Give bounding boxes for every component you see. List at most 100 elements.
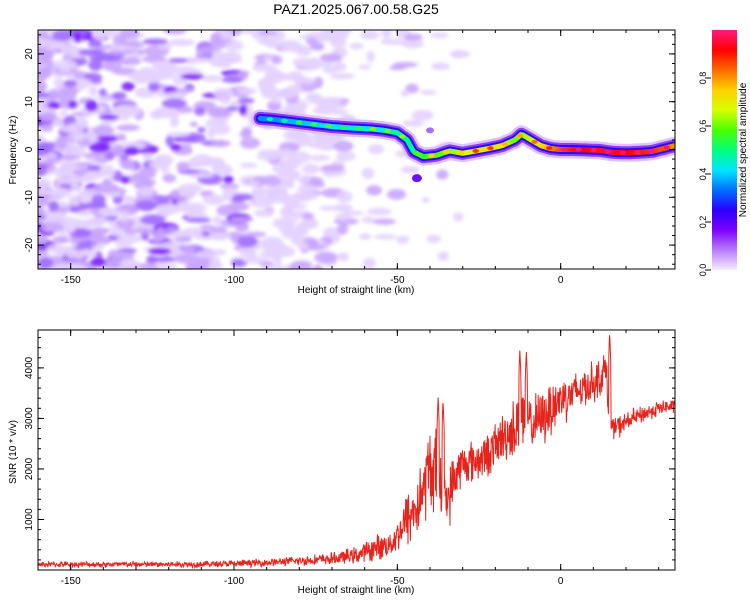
spectrogram-noise-blob xyxy=(120,159,136,169)
spectrogram-noise-blob xyxy=(189,173,214,178)
spectrogram-noise-blob xyxy=(162,174,176,183)
spectrogram-noise-blob xyxy=(426,235,441,243)
spectrogram-noise-blob xyxy=(121,176,130,184)
spectrogram-noise-blob xyxy=(239,105,247,116)
spectrogram-noise-blob xyxy=(119,27,140,38)
spectrogram-noise-blob xyxy=(237,236,258,247)
spectrogram-noise-blob xyxy=(241,28,259,34)
spectrogram-noise-blob xyxy=(78,49,102,55)
spectrogram-noise-blob xyxy=(331,235,340,243)
spectrogram-noise-blob xyxy=(57,207,69,214)
spectrogram-noise-blob xyxy=(402,120,424,127)
spectrogram-noise-blob xyxy=(359,233,372,239)
spectrogram-noise-blob xyxy=(168,58,189,63)
spectrogram-noise-blob xyxy=(281,43,306,52)
spectrogram-noise-blob xyxy=(170,144,181,151)
spectrogram-noise-blob xyxy=(293,194,307,200)
spectrogram-ridge-peak xyxy=(370,127,376,131)
spectrogram-noise-blob xyxy=(238,71,249,77)
spectrogram-noise-blob xyxy=(88,158,97,165)
spectrogram-noise-blob xyxy=(387,189,406,200)
spectrogram-noise-blob xyxy=(309,141,326,149)
spectrogram-ridge-side-blob xyxy=(426,127,434,133)
spectrogram-noise-blob xyxy=(93,31,107,41)
spectrogram-noise-blob xyxy=(165,92,185,98)
spectrogram-noise-blob xyxy=(322,65,339,73)
spectrogram-noise-blob xyxy=(181,245,195,253)
spectrogram-ridge-peak xyxy=(605,150,611,154)
spectrogram-noise-blob xyxy=(73,250,85,259)
spectrogram-noise-blob xyxy=(175,254,199,263)
spectrogram-noise-blob xyxy=(112,92,126,100)
snr-y-axis-label: SNR (10 * v/v) xyxy=(8,420,19,484)
spectrogram-ridge-peak xyxy=(281,119,287,123)
spectrogram-noise-blob xyxy=(400,90,409,97)
spectrogram-ridge-peak xyxy=(561,148,567,152)
spectrogram-ridge-peak xyxy=(355,126,361,130)
spectrogram-noise-blob xyxy=(253,176,268,182)
spectrogram-noise-blob xyxy=(240,137,260,148)
spectrogram-noise-blob xyxy=(302,213,314,220)
spectrogram-noise-blob xyxy=(88,59,102,71)
spectrogram-noise-blob xyxy=(57,177,71,184)
spectrogram-noise-blob xyxy=(301,61,323,70)
spectrogram-noise-blob xyxy=(319,206,336,211)
spectrogram-noise-blob xyxy=(197,250,217,258)
colorbar-tick-label: 0.8 xyxy=(698,72,708,85)
spectrogram-noise-blob xyxy=(99,136,118,143)
spectrogram-ridge-peak xyxy=(414,151,420,155)
spectrogram-noise-blob xyxy=(321,165,345,172)
spectrogram-noise-blob xyxy=(330,73,355,79)
spectrogram-noise-blob xyxy=(92,244,104,250)
spectrogram-noise-blob xyxy=(37,257,53,269)
spectrogram-noise-blob xyxy=(73,135,85,141)
spectrogram-noise-blob xyxy=(453,212,464,221)
spectrogram-noise-blob xyxy=(105,171,115,176)
spectrogram-noise-blob xyxy=(333,141,353,152)
spectrogram-noise-blob xyxy=(186,218,211,223)
spectrogram-noise-blob xyxy=(59,110,69,116)
spectrogram-noise-blob xyxy=(119,260,140,268)
spectrogram-noise-blob xyxy=(263,186,285,194)
spectrogram-noise-blob xyxy=(27,38,50,48)
spectrogram-ridge-peak xyxy=(590,148,596,152)
spectrogram-noise-blob xyxy=(381,27,392,39)
spectrogram-noise-blob xyxy=(63,80,77,88)
colorbar-tick-label: 0.2 xyxy=(698,216,708,229)
spectrogram-noise-blob xyxy=(374,234,397,239)
spectrogram-noise-blob xyxy=(316,100,337,109)
spectrogram-noise-blob xyxy=(210,32,221,44)
spectrogram-noise-blob xyxy=(271,98,282,103)
spectrogram-noise-blob xyxy=(140,215,165,225)
spectrogram-noise-blob xyxy=(124,146,139,155)
spectrogram-noise-blob xyxy=(143,38,168,45)
colorbar-tick-label: 0.4 xyxy=(698,168,708,181)
spectrogram-noise-blob xyxy=(366,51,374,63)
spectrogram-ridge-peak xyxy=(296,121,302,125)
spectrogram-noise-blob xyxy=(262,265,285,271)
spectrogram-noise-blob xyxy=(68,100,76,108)
spectrogram-noise-blob xyxy=(86,217,107,225)
spectrogram-noise-blob xyxy=(271,55,282,64)
spectrogram-ridge-peak xyxy=(326,124,332,128)
spectrogram-noise-blob xyxy=(59,65,72,72)
spectrogram-noise-blob xyxy=(362,217,375,224)
spectrogram-ridge-peak xyxy=(502,142,508,146)
spectrogram-ridge-peak xyxy=(340,125,346,129)
spectrogram-noise-blob xyxy=(120,210,129,221)
spectrogram-noise-blob xyxy=(89,233,106,242)
spectrogram-noise-blob xyxy=(380,39,406,46)
spectrogram-noise-blob xyxy=(222,77,244,83)
spectrogram-noise-blob xyxy=(258,30,277,35)
spectrogram-noise-blob xyxy=(240,163,258,168)
spectrogram-ridge-peak xyxy=(531,140,537,144)
spectrogram-noise-blob xyxy=(119,57,141,66)
spectrogram-noise-blob xyxy=(134,175,147,182)
spectrogram-noise-blob xyxy=(258,79,268,90)
colorbar: 0.00.20.40.60.8 Normalized spectral ampl… xyxy=(698,30,749,276)
snr-background xyxy=(38,330,675,570)
spectrogram-noise-blob xyxy=(237,87,257,94)
